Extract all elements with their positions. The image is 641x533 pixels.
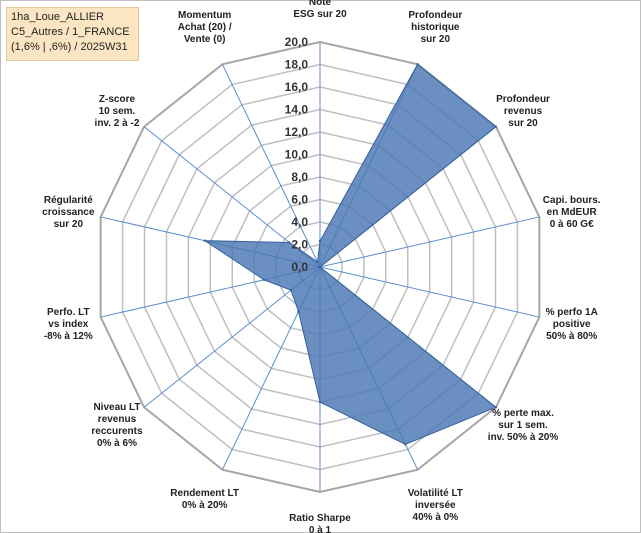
axis-label-line: % perte max. (492, 408, 554, 419)
title-line-period: (1,6% | ,6%) / 2025W31 (11, 41, 128, 53)
radar-series (203, 63, 498, 446)
data-point-10 (262, 278, 266, 281)
data-point-1 (416, 63, 419, 66)
axis-label-line: Vente (0) (184, 34, 226, 45)
data-point-0 (318, 239, 322, 243)
axis-label-line: Perfo. LT (47, 307, 90, 318)
data-point-2 (494, 125, 498, 128)
axis-label-line: historique (411, 22, 460, 33)
axis-label-line: Capi. bours. (543, 195, 601, 206)
tick-label-2: 4,0 (291, 215, 308, 229)
spoke-3 (319, 216, 540, 268)
axis-label-line: 0% à 20% (182, 500, 228, 511)
spoke-4 (319, 266, 540, 318)
tick-label-6: 12,0 (285, 125, 309, 139)
axis-label-line: 0% à 6% (97, 438, 137, 449)
data-point-6 (404, 443, 407, 446)
axis-label-line: Z-score (99, 94, 136, 105)
data-point-13 (316, 260, 319, 264)
axis-label-line: inv. 2 à -2 (95, 118, 140, 129)
axis-label-line: sur 1 sem. (498, 420, 548, 431)
tick-label-10: 20,0 (285, 35, 309, 49)
axis-label-line: Régularité (44, 195, 93, 206)
axis-label-line: Profondeur (496, 94, 550, 105)
tick-label-5: 10,0 (285, 148, 309, 162)
axis-label-line: croissance (42, 207, 95, 218)
axis-label-line: 40% à 0% (413, 512, 459, 523)
axis-label-line: % perfo 1A (546, 307, 598, 318)
data-point-7 (318, 400, 322, 404)
axis-label-line: reccurents (91, 426, 143, 437)
data-point-5 (494, 406, 498, 409)
axis-label-line: Momentum (178, 10, 231, 21)
radar-tick-labels: 0,0 2,0 4,0 6,0 8,0 10,0 12,0 14,0 16,0 18,0 20,0 (285, 35, 309, 274)
axis-label-line: Niveau LT (93, 402, 140, 413)
axis-label-line: sur 20 (54, 219, 84, 230)
series-area-0 (203, 63, 497, 445)
tick-label-1: 2,0 (291, 238, 308, 252)
axis-label-line: revenus (98, 414, 137, 425)
data-point-12 (288, 241, 291, 244)
axis-label-line: 0 à 60 G€ (550, 219, 594, 230)
axis-label-5: % perte max.sur 1 sem.inv. 50% à 20% (488, 408, 559, 443)
tick-label-9: 18,0 (285, 58, 309, 72)
axis-label-line: 0 à 1 (309, 525, 332, 533)
axis-label-line: Note (309, 0, 332, 8)
axis-label-line: 50% à 80% (546, 331, 597, 342)
axis-label-line: en MdEUR (547, 207, 598, 218)
axis-label-line: sur 20 (421, 34, 451, 45)
title-line-category: C5_Autres / 1_FRANCE (11, 26, 130, 38)
tick-label-7: 14,0 (285, 103, 309, 117)
data-point-11 (203, 239, 207, 242)
axis-label-line: Rendement LT (170, 488, 239, 499)
chart-title-box: 1ha_Loue_ALLIER C5_Autres / 1_FRANCE (1,… (6, 7, 139, 61)
data-point-4 (318, 265, 322, 269)
axis-label-line: positive (553, 319, 591, 330)
data-point-8 (297, 310, 300, 313)
data-point-9 (289, 288, 293, 292)
axis-label-line: inv. 50% à 20% (488, 432, 559, 443)
tick-label-3: 6,0 (291, 193, 308, 207)
axis-label-line: 10 sem. (99, 106, 136, 117)
tick-label-4: 8,0 (291, 170, 308, 184)
axis-label-line: revenus (504, 106, 543, 117)
axis-label-line: -8% à 12% (44, 331, 93, 342)
spoke-13 (221, 64, 321, 268)
axis-label-line: inversée (415, 500, 456, 511)
axis-label-line: ESG sur 20 (293, 9, 347, 20)
tick-label-0: 0,0 (291, 260, 308, 274)
title-line-fund: 1ha_Loue_ALLIER (11, 11, 104, 23)
axis-label-line: Achat (20) / (178, 22, 232, 33)
axis-label-line: Volatilité LT (408, 488, 463, 499)
axis-label-line: Ratio Sharpe (289, 513, 351, 524)
axis-label-line: Profondeur (408, 10, 462, 21)
axis-label-line: sur 20 (508, 118, 538, 129)
tick-label-8: 16,0 (285, 80, 309, 94)
axis-label-line: vs index (48, 319, 88, 330)
axis-label-8: Rendement LT0% à 20% (170, 488, 239, 511)
